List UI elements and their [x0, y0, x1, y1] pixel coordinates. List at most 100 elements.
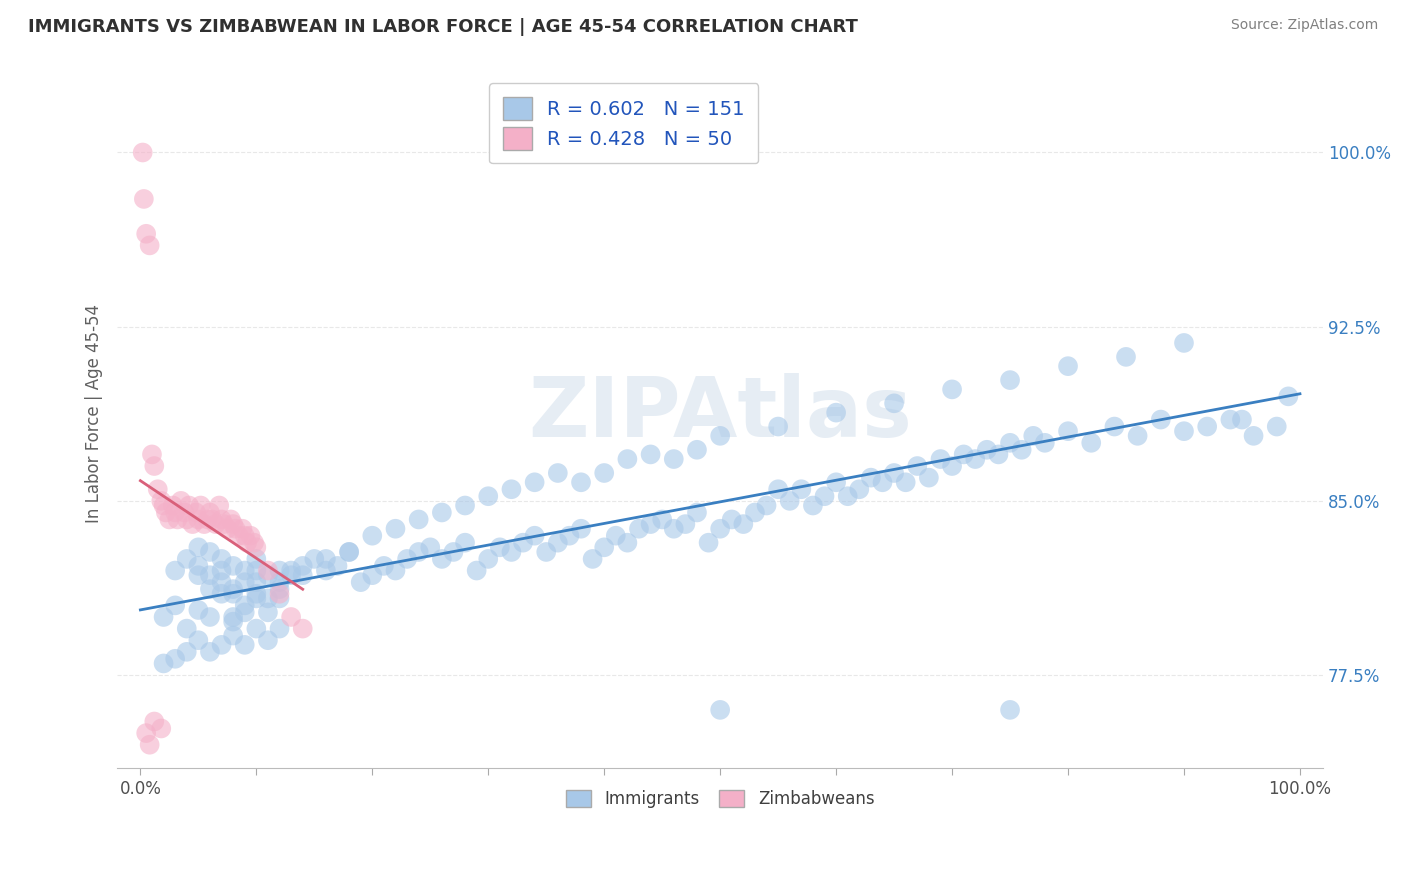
Point: [211, 512, 233, 526]
Point: [245, 564, 267, 578]
Point: [198, 545, 221, 559]
Text: ZIPAtlas: ZIPAtlas: [529, 373, 912, 454]
Point: [337, 545, 360, 559]
Point: [987, 447, 1010, 461]
Point: [187, 603, 209, 617]
Point: [1243, 429, 1265, 443]
Point: [222, 615, 245, 629]
Text: Source: ZipAtlas.com: Source: ZipAtlas.com: [1230, 18, 1378, 32]
Point: [373, 558, 395, 573]
Point: [224, 522, 246, 536]
Point: [465, 564, 488, 578]
Point: [616, 535, 638, 549]
Point: [361, 568, 384, 582]
Point: [813, 489, 835, 503]
Point: [150, 722, 173, 736]
Point: [222, 610, 245, 624]
Point: [998, 703, 1021, 717]
Point: [173, 506, 195, 520]
Point: [187, 558, 209, 573]
Point: [176, 552, 198, 566]
Point: [523, 529, 546, 543]
Point: [165, 564, 187, 578]
Point: [245, 575, 267, 590]
Point: [1173, 424, 1195, 438]
Point: [184, 506, 207, 520]
Point: [257, 605, 280, 619]
Point: [231, 522, 253, 536]
Point: [257, 568, 280, 582]
Point: [135, 227, 157, 241]
Point: [965, 452, 987, 467]
Point: [1126, 429, 1149, 443]
Point: [709, 429, 731, 443]
Point: [894, 475, 917, 490]
Point: [131, 145, 153, 160]
Point: [315, 552, 337, 566]
Point: [430, 552, 453, 566]
Point: [640, 447, 662, 461]
Point: [176, 512, 198, 526]
Point: [569, 475, 592, 490]
Point: [222, 558, 245, 573]
Point: [187, 541, 209, 555]
Point: [211, 638, 233, 652]
Point: [228, 529, 250, 543]
Point: [779, 494, 801, 508]
Point: [337, 545, 360, 559]
Point: [825, 475, 848, 490]
Point: [547, 535, 569, 549]
Point: [135, 772, 157, 787]
Point: [1011, 442, 1033, 457]
Point: [686, 506, 709, 520]
Point: [243, 535, 266, 549]
Point: [291, 558, 314, 573]
Point: [211, 575, 233, 590]
Point: [212, 517, 235, 532]
Point: [304, 552, 326, 566]
Point: [245, 587, 267, 601]
Point: [998, 373, 1021, 387]
Point: [208, 499, 231, 513]
Point: [501, 482, 523, 496]
Point: [138, 738, 160, 752]
Point: [233, 599, 256, 613]
Point: [219, 512, 242, 526]
Point: [801, 499, 824, 513]
Point: [755, 499, 778, 513]
Point: [1057, 424, 1080, 438]
Point: [766, 482, 789, 496]
Point: [233, 564, 256, 578]
Point: [269, 582, 291, 596]
Point: [141, 447, 163, 461]
Point: [222, 582, 245, 596]
Point: [165, 599, 187, 613]
Point: [280, 564, 302, 578]
Point: [198, 582, 221, 596]
Point: [233, 529, 256, 543]
Point: [929, 452, 952, 467]
Point: [825, 406, 848, 420]
Point: [1197, 419, 1219, 434]
Point: [269, 587, 291, 601]
Point: [396, 552, 419, 566]
Point: [883, 396, 905, 410]
Point: [766, 419, 789, 434]
Point: [859, 470, 882, 484]
Point: [187, 633, 209, 648]
Point: [198, 645, 221, 659]
Point: [419, 541, 441, 555]
Point: [157, 512, 180, 526]
Point: [709, 522, 731, 536]
Point: [201, 512, 224, 526]
Y-axis label: In Labor Force | Age 45-54: In Labor Force | Age 45-54: [86, 304, 103, 524]
Point: [165, 506, 187, 520]
Point: [501, 545, 523, 559]
Point: [558, 529, 581, 543]
Point: [1230, 412, 1253, 426]
Point: [198, 506, 221, 520]
Point: [872, 475, 894, 490]
Text: IMMIGRANTS VS ZIMBABWEAN IN LABOR FORCE | AGE 45-54 CORRELATION CHART: IMMIGRANTS VS ZIMBABWEAN IN LABOR FORCE …: [28, 18, 858, 36]
Point: [152, 610, 174, 624]
Point: [627, 522, 650, 536]
